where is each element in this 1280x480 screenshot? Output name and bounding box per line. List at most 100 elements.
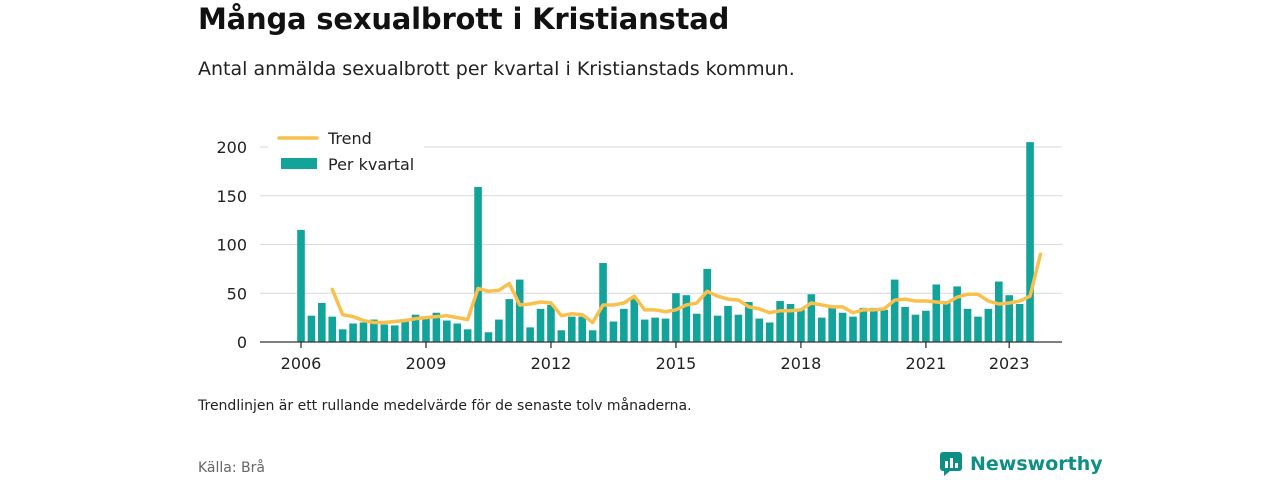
bar	[620, 308, 628, 342]
bar	[1005, 295, 1014, 342]
y-tick-label: 50	[227, 284, 247, 303]
bar	[911, 314, 920, 342]
bar	[515, 279, 524, 342]
legend-background	[268, 124, 424, 182]
bar	[609, 321, 618, 342]
bar	[484, 332, 493, 342]
bar	[463, 329, 472, 342]
footnote: Trendlinjen är ett rullande medelvärde f…	[198, 398, 692, 414]
y-tick-label: 100	[216, 236, 247, 255]
bar	[318, 303, 326, 342]
x-tick-label: 2012	[531, 354, 572, 373]
bar	[474, 186, 482, 342]
x-tick-label: 2015	[656, 354, 697, 373]
bar	[661, 318, 670, 342]
bar	[390, 325, 399, 342]
bar	[765, 322, 774, 342]
chart-title: Många sexualbrott i Kristianstad	[198, 2, 730, 36]
bar	[724, 305, 732, 342]
bar	[984, 308, 993, 342]
bar	[651, 317, 659, 343]
bar	[786, 303, 795, 342]
bar	[672, 293, 680, 342]
bar	[495, 319, 503, 342]
x-tick-label: 2018	[781, 354, 822, 373]
bar	[1015, 303, 1024, 342]
y-tick-label: 150	[216, 187, 247, 206]
x-tick-label: 2023	[989, 354, 1030, 373]
bar	[963, 308, 972, 342]
x-tick-label: 2009	[406, 354, 447, 373]
bar	[703, 268, 711, 343]
bar	[505, 299, 514, 342]
bar	[995, 281, 1003, 342]
bar	[567, 316, 576, 342]
bar	[630, 299, 639, 342]
bar-series	[297, 142, 1034, 343]
bar	[692, 313, 701, 342]
bar	[297, 229, 305, 343]
x-tick-label: 2021	[906, 354, 947, 373]
bar	[359, 322, 368, 342]
bar	[432, 312, 441, 342]
newsworthy-logo-icon	[940, 452, 962, 476]
bar	[588, 330, 597, 342]
bar	[890, 279, 899, 342]
bar	[338, 329, 347, 342]
bar	[953, 286, 961, 342]
bar	[849, 316, 857, 342]
brand-name: Newsworthy	[970, 453, 1103, 475]
bar	[807, 294, 816, 342]
legend: Trend Per kvartal	[268, 124, 424, 182]
trend-line	[330, 252, 1043, 325]
chart-svg: 0 50 100 150 200 2006 2009 2012 2015 2018 2021 202…	[216, 124, 1062, 373]
bar	[901, 306, 909, 342]
y-tick-label: 200	[216, 138, 247, 157]
bar	[942, 301, 951, 342]
bar	[817, 317, 826, 343]
bar	[536, 308, 545, 342]
bar	[734, 314, 743, 342]
brand-logo: Newsworthy	[940, 450, 1103, 478]
bar	[974, 316, 982, 342]
legend-bar-swatch	[281, 158, 317, 169]
bar	[859, 307, 868, 343]
bar	[401, 319, 409, 342]
legend-trend-label: Trend	[327, 129, 372, 148]
y-tick-label: 0	[237, 333, 247, 352]
bar	[797, 308, 805, 342]
bar	[828, 307, 836, 343]
x-tick-label: 2006	[281, 354, 322, 373]
bar	[380, 324, 389, 342]
bar	[328, 316, 337, 342]
bar	[880, 309, 889, 342]
bar	[838, 312, 847, 342]
bar	[453, 323, 462, 342]
bar	[922, 310, 930, 342]
bar	[526, 327, 534, 343]
bar	[870, 307, 878, 343]
bar	[349, 323, 357, 342]
bar	[682, 295, 691, 342]
bar	[745, 302, 753, 342]
y-axis-ticks: 0 50 100 150 200	[216, 138, 247, 352]
chart-subtitle: Antal anmälda sexualbrott per kvartal i …	[198, 58, 795, 80]
bar	[776, 301, 784, 342]
bar	[370, 319, 378, 342]
bar	[547, 304, 555, 342]
bar	[1026, 142, 1034, 342]
bar	[640, 319, 649, 342]
source-note: Källa: Brå	[198, 460, 265, 476]
bar	[755, 318, 764, 342]
bar	[713, 315, 722, 342]
bar	[932, 284, 941, 342]
bar	[578, 316, 586, 342]
bar	[422, 316, 430, 342]
bar	[411, 314, 420, 342]
legend-bar-label: Per kvartal	[328, 155, 414, 174]
bar	[599, 263, 607, 342]
bar	[307, 315, 316, 342]
bar	[443, 320, 451, 342]
bar	[557, 330, 566, 342]
x-axis-ticks: 2006 2009 2012 2015 2018 2021 2023	[281, 342, 1030, 373]
